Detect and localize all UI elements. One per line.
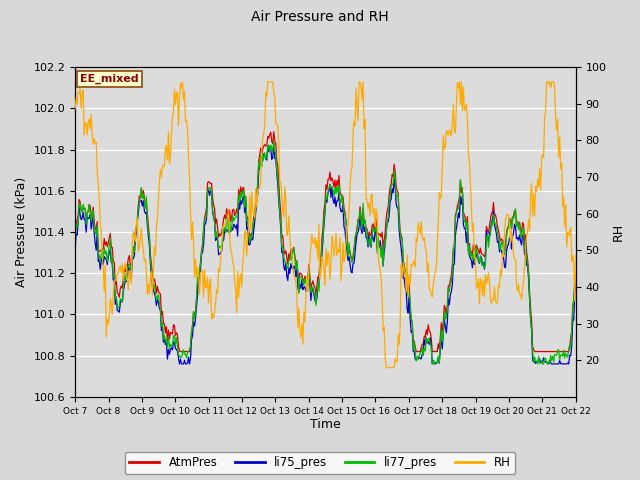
Text: EE_mixed: EE_mixed — [80, 74, 139, 84]
Text: Air Pressure and RH: Air Pressure and RH — [251, 10, 389, 24]
X-axis label: Time: Time — [310, 419, 341, 432]
Y-axis label: Air Pressure (kPa): Air Pressure (kPa) — [15, 177, 28, 287]
Y-axis label: RH: RH — [612, 223, 625, 241]
Legend: AtmPres, li75_pres, li77_pres, RH: AtmPres, li75_pres, li77_pres, RH — [125, 452, 515, 474]
